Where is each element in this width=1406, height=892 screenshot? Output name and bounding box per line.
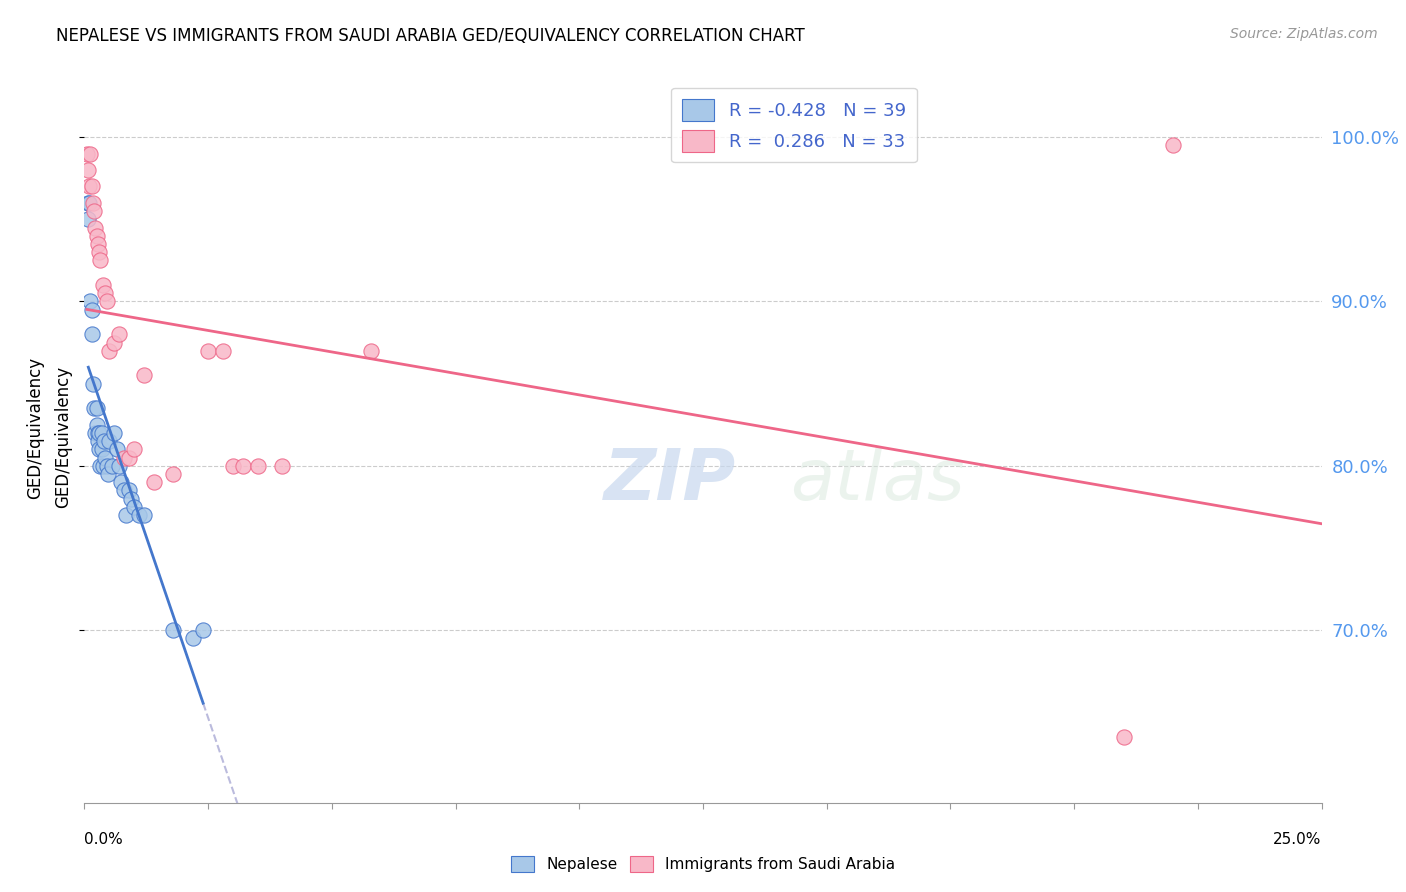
Y-axis label: GED/Equivalency: GED/Equivalency	[55, 366, 73, 508]
Point	[87, 425, 110, 440]
Point	[271, 458, 294, 473]
Point	[118, 483, 141, 498]
Point	[89, 425, 111, 440]
Point	[89, 458, 111, 473]
Text: 25.0%: 25.0%	[1274, 832, 1322, 847]
Point	[162, 624, 184, 638]
Point	[87, 236, 110, 251]
Point	[232, 458, 254, 473]
Point	[79, 195, 101, 210]
Point	[122, 442, 145, 457]
Text: 0.0%: 0.0%	[84, 832, 124, 847]
Point	[83, 401, 105, 416]
Point	[84, 220, 107, 235]
Text: ZIP: ZIP	[605, 447, 737, 516]
Point	[212, 343, 235, 358]
Point	[132, 368, 155, 383]
Point	[98, 343, 121, 358]
Point	[1112, 730, 1135, 744]
Point	[197, 343, 219, 358]
Point	[79, 179, 101, 194]
Point	[122, 500, 145, 514]
Point	[94, 450, 117, 465]
Legend: R = -0.428   N = 39, R =  0.286   N = 33: R = -0.428 N = 39, R = 0.286 N = 33	[671, 87, 917, 162]
Point	[98, 434, 121, 449]
Point	[82, 376, 104, 391]
Point	[100, 458, 122, 473]
Point	[181, 632, 204, 646]
Point	[108, 458, 131, 473]
Point	[162, 467, 184, 481]
Point	[79, 294, 101, 309]
Point	[96, 458, 118, 473]
Point	[115, 508, 138, 523]
Point	[246, 458, 269, 473]
Point	[87, 434, 110, 449]
Point	[112, 450, 135, 465]
Point	[89, 442, 111, 457]
Point	[142, 475, 165, 490]
Point	[77, 195, 100, 210]
Point	[128, 508, 150, 523]
Point	[89, 245, 111, 260]
Point	[80, 302, 103, 317]
Text: NEPALESE VS IMMIGRANTS FROM SAUDI ARABIA GED/EQUIVALENCY CORRELATION CHART: NEPALESE VS IMMIGRANTS FROM SAUDI ARABIA…	[56, 27, 806, 45]
Point	[103, 335, 125, 350]
Legend: Nepalese, Immigrants from Saudi Arabia: Nepalese, Immigrants from Saudi Arabia	[503, 848, 903, 880]
Point	[77, 163, 100, 178]
Point	[96, 294, 118, 309]
Point	[83, 204, 105, 219]
Point	[1161, 138, 1184, 153]
Point	[76, 146, 98, 161]
Point	[93, 434, 115, 449]
Point	[97, 467, 120, 481]
Text: GED/Equivalency: GED/Equivalency	[27, 357, 44, 500]
Point	[86, 417, 108, 432]
Point	[112, 483, 135, 498]
Point	[90, 442, 112, 457]
Point	[82, 195, 104, 210]
Point	[191, 624, 214, 638]
Point	[110, 475, 132, 490]
Point	[80, 179, 103, 194]
Point	[86, 401, 108, 416]
Point	[91, 458, 114, 473]
Point	[120, 491, 142, 506]
Text: atlas: atlas	[790, 447, 965, 516]
Point	[80, 327, 103, 342]
Point	[91, 278, 114, 293]
Point	[118, 450, 141, 465]
Point	[132, 508, 155, 523]
Point	[84, 425, 107, 440]
Point	[79, 146, 101, 161]
Point	[360, 343, 382, 358]
Text: Source: ZipAtlas.com: Source: ZipAtlas.com	[1230, 27, 1378, 41]
Point	[103, 425, 125, 440]
Point	[90, 425, 112, 440]
Point	[89, 253, 111, 268]
Point	[77, 212, 100, 227]
Point	[108, 327, 131, 342]
Point	[94, 286, 117, 301]
Point	[222, 458, 245, 473]
Point	[86, 228, 108, 243]
Point	[105, 442, 128, 457]
